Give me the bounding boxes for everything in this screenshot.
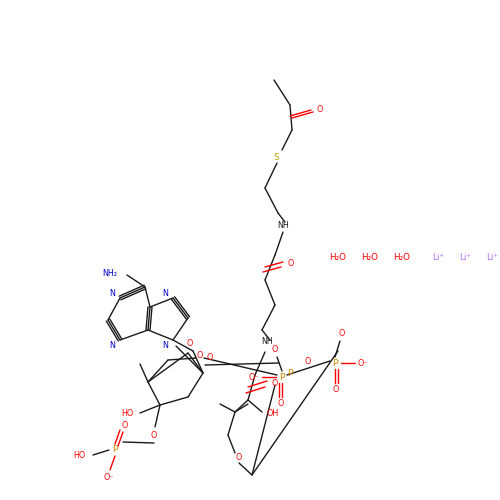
Text: O⁻: O⁻: [358, 358, 368, 368]
Text: HO: HO: [121, 410, 133, 418]
Text: O: O: [339, 328, 345, 338]
Text: O: O: [278, 400, 284, 408]
Text: O: O: [197, 352, 203, 360]
Text: O: O: [122, 420, 128, 430]
Text: NH: NH: [261, 338, 273, 346]
Text: NH: NH: [277, 220, 289, 230]
Text: O⁻: O⁻: [248, 372, 260, 382]
Text: NH₂: NH₂: [102, 268, 118, 278]
Text: Li⁺: Li⁺: [459, 254, 471, 262]
Text: Li⁺: Li⁺: [432, 254, 444, 262]
Text: HO: HO: [73, 452, 85, 460]
Text: P: P: [332, 358, 338, 368]
Text: O: O: [317, 104, 323, 114]
Text: O: O: [187, 338, 193, 347]
Text: O: O: [151, 430, 157, 440]
Text: O: O: [207, 354, 213, 362]
Text: O: O: [333, 386, 339, 394]
Text: S: S: [273, 152, 279, 162]
Text: O: O: [305, 358, 311, 366]
Text: H₂O: H₂O: [362, 254, 378, 262]
Text: N: N: [162, 340, 168, 349]
Text: O: O: [288, 258, 294, 268]
Text: OH: OH: [267, 408, 279, 418]
Text: O: O: [236, 454, 242, 462]
Text: N: N: [162, 288, 168, 298]
Text: Li⁺: Li⁺: [486, 254, 498, 262]
Text: N: N: [109, 342, 115, 350]
Text: P: P: [287, 368, 293, 378]
Text: P: P: [279, 372, 285, 382]
Text: O: O: [272, 344, 278, 354]
Text: N: N: [109, 288, 115, 298]
Text: H₂O: H₂O: [394, 254, 410, 262]
Text: O: O: [272, 380, 278, 388]
Text: O⁻: O⁻: [104, 474, 115, 482]
Text: P: P: [112, 446, 118, 454]
Text: H₂O: H₂O: [330, 254, 346, 262]
